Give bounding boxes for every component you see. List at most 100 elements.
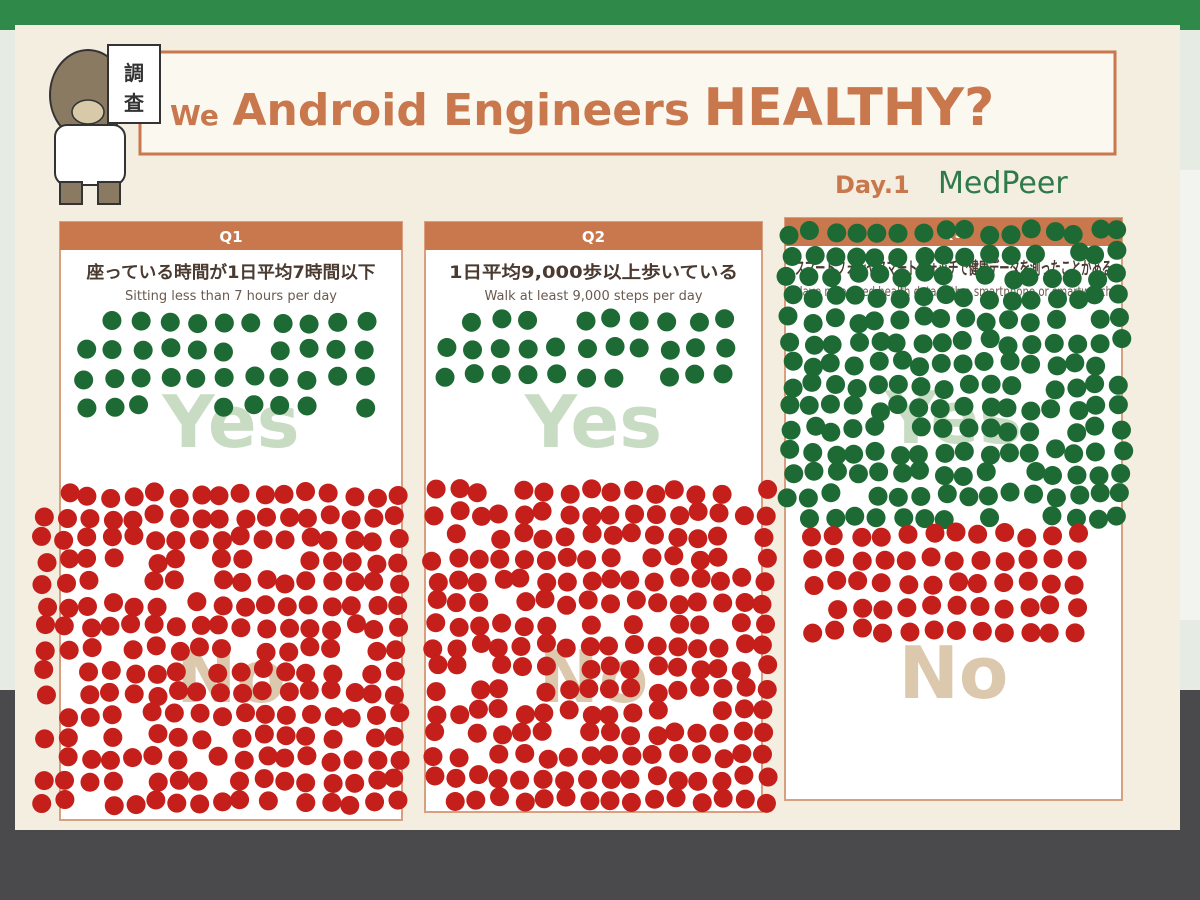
sticker-dot — [320, 505, 340, 525]
sticker-dot — [900, 622, 920, 642]
sticker-dot — [516, 592, 536, 612]
sticker-dot — [582, 479, 602, 499]
sticker-dot — [981, 397, 1001, 417]
sticker-dot — [213, 342, 233, 362]
sticker-dot — [536, 656, 556, 676]
sticker-dot — [489, 744, 509, 764]
sticker-dot — [424, 506, 444, 526]
sticker-dot — [192, 730, 212, 750]
sticker-dot — [515, 505, 535, 525]
sticker-dot — [647, 636, 667, 656]
sticker-dot — [449, 748, 469, 768]
sticker-dot — [296, 773, 316, 793]
sticker-dot — [1026, 461, 1046, 481]
sticker-dot — [577, 550, 597, 570]
sticker-dot — [915, 262, 935, 282]
sticker-dot — [362, 532, 382, 552]
sticker-dot — [888, 223, 908, 243]
sticker-dot — [827, 570, 847, 590]
sticker-dot — [322, 620, 342, 640]
sticker-dot — [545, 337, 565, 357]
sticker-dot — [535, 589, 555, 609]
sticker-dot — [38, 597, 58, 617]
sticker-dot — [847, 378, 867, 398]
sticker-dot — [601, 569, 621, 589]
sticker-dot — [35, 615, 55, 635]
sticker-dot — [670, 567, 690, 587]
sticker-dot — [932, 333, 952, 353]
sticker-dot — [708, 526, 728, 546]
sticker-dot — [980, 445, 1000, 465]
sticker-dot — [581, 659, 601, 679]
sticker-dot — [668, 657, 688, 677]
sticker-dot — [59, 640, 79, 660]
sticker-dot — [556, 638, 576, 658]
sticker-dot — [428, 572, 448, 592]
sticker-dot — [953, 354, 973, 374]
sticker-dot — [959, 487, 979, 507]
sticker-dot — [367, 641, 387, 661]
sticker-dot — [547, 364, 567, 384]
sticker-dot — [34, 660, 54, 680]
sticker-dot — [326, 339, 346, 359]
sticker-dot — [976, 462, 996, 482]
sticker-dot — [147, 664, 167, 684]
sticker-dot — [236, 597, 256, 617]
sticker-dot — [389, 617, 409, 637]
sticker-dot — [660, 367, 680, 387]
sticker-dot — [300, 619, 320, 639]
sticker-dot — [447, 655, 467, 675]
sticker-dot — [710, 571, 730, 591]
sticker-dot — [923, 575, 943, 595]
sticker-dot — [850, 332, 870, 352]
sticker-dot — [510, 770, 530, 790]
sticker-dot — [103, 727, 123, 747]
sticker-dot — [556, 787, 576, 807]
sticker-dot — [234, 750, 254, 770]
sticker-dot — [123, 748, 143, 768]
sticker-dot — [1045, 222, 1065, 242]
sticker-dot — [776, 266, 796, 286]
sticker-dot — [168, 727, 188, 747]
sticker-dot — [1066, 508, 1086, 528]
sticker-dot — [510, 568, 530, 588]
sticker-dot — [899, 575, 919, 595]
sticker-dot — [1000, 482, 1020, 502]
sticker-dot — [560, 505, 580, 525]
sticker-dot — [144, 504, 164, 524]
sticker-dot — [736, 677, 756, 697]
sticker-dot — [871, 527, 891, 547]
sticker-dot — [870, 264, 890, 284]
sticker-dot — [209, 486, 229, 506]
sticker-dot — [1065, 623, 1085, 643]
sticker-dot — [713, 593, 733, 613]
sticker-dot — [799, 509, 819, 529]
sticker-dot — [599, 745, 619, 765]
sticker-dot — [471, 634, 491, 654]
sticker-dot — [971, 550, 991, 570]
sticker-dot — [946, 621, 966, 641]
sticker-dot — [467, 723, 487, 743]
sticker-dot — [511, 722, 531, 742]
sticker-dot — [980, 225, 1000, 245]
sticker-dot — [669, 595, 689, 615]
sticker-dot — [914, 287, 934, 307]
sticker-dot — [236, 509, 256, 529]
sticker-dot — [753, 700, 773, 720]
sticker-dot — [102, 705, 122, 725]
sticker-dot — [1040, 595, 1060, 615]
sticker-dot — [423, 639, 443, 659]
sticker-dot — [799, 395, 819, 415]
sticker-dot — [642, 548, 662, 568]
sticker-dot — [537, 573, 557, 593]
sticker-dot — [166, 617, 186, 637]
sticker-dot — [890, 310, 910, 330]
sticker-dot — [864, 311, 884, 331]
sticker-dot — [466, 790, 486, 810]
sticker-dot — [601, 548, 621, 568]
sticker-dot — [494, 569, 514, 589]
sticker-dot — [865, 441, 885, 461]
sticker-dot — [362, 664, 382, 684]
sticker-dot — [297, 396, 317, 416]
